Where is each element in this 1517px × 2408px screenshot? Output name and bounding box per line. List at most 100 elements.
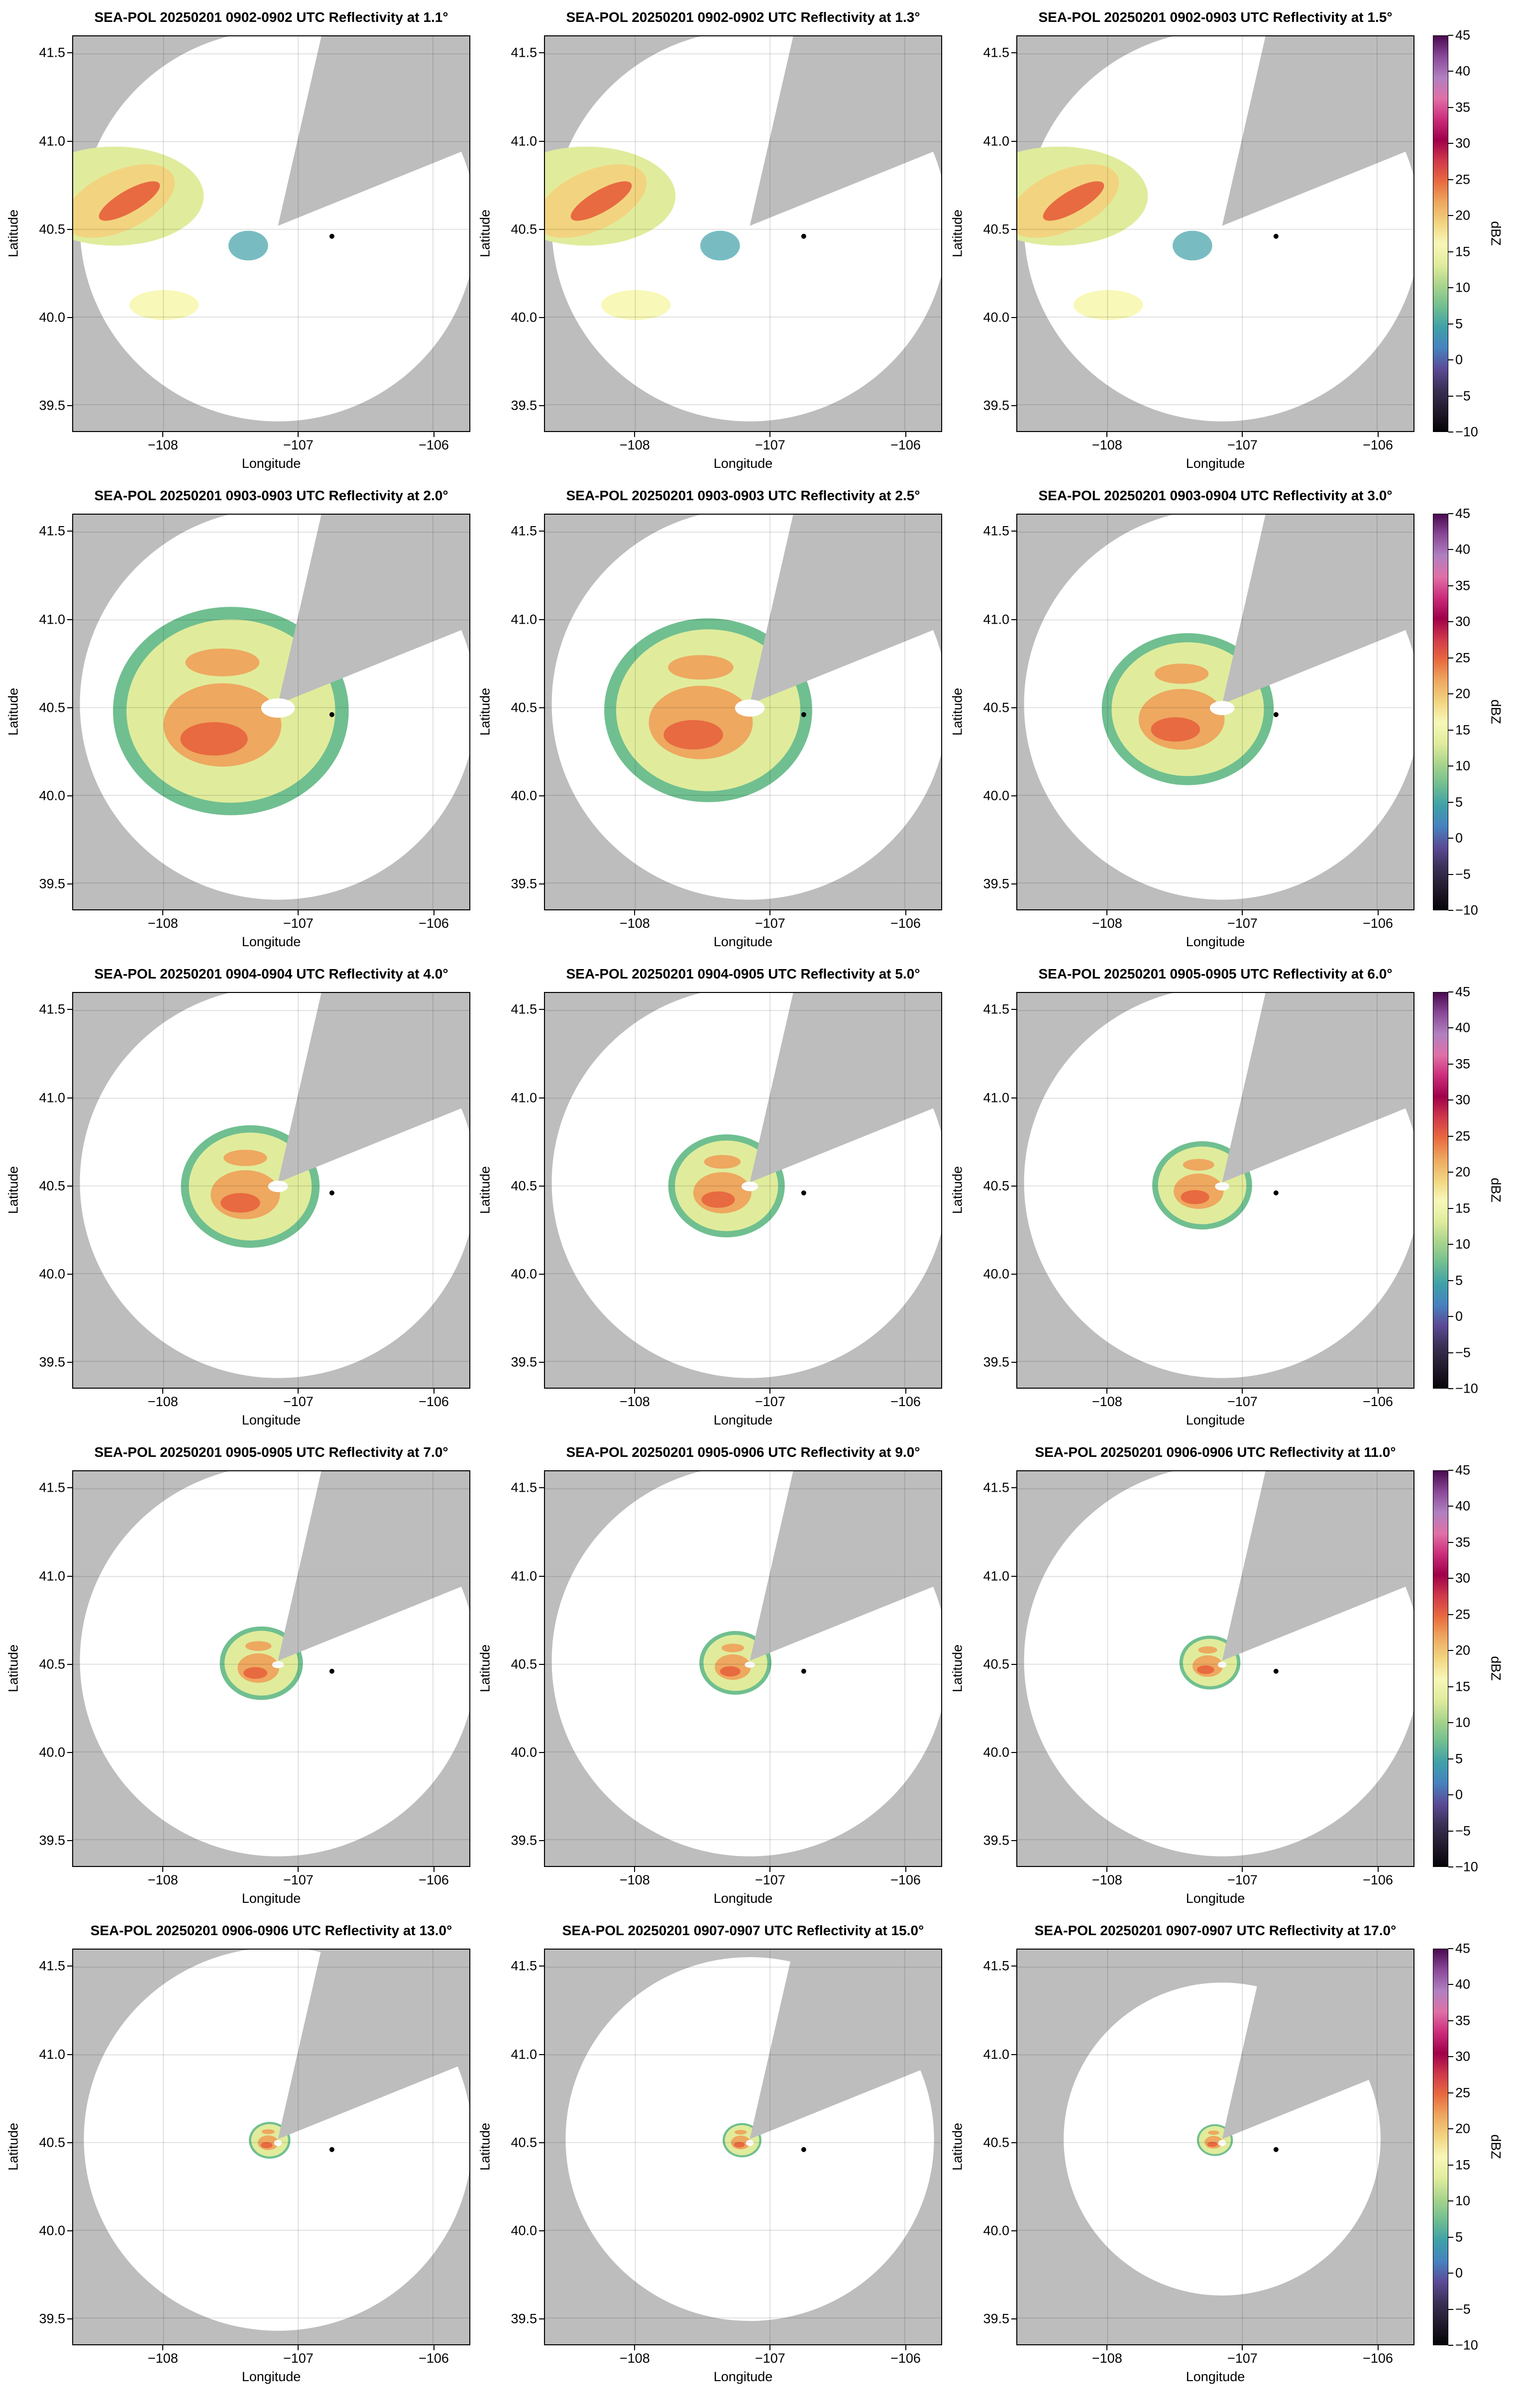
x-tick bbox=[298, 1867, 299, 1872]
colorbar-tick bbox=[1448, 1063, 1453, 1065]
y-tick-label: 40.5 bbox=[511, 1656, 537, 1672]
colorbar-tick bbox=[1448, 1758, 1453, 1759]
x-tick-label: −107 bbox=[283, 2351, 314, 2366]
y-tick-label: 41.5 bbox=[983, 523, 1009, 539]
y-tick-label: 41.0 bbox=[511, 612, 537, 627]
x-tick bbox=[162, 1867, 164, 1872]
y-tick bbox=[67, 531, 72, 532]
echo-core bbox=[1043, 181, 1104, 221]
x-tick bbox=[298, 432, 299, 437]
y-tick-label: 39.5 bbox=[983, 398, 1009, 413]
x-axis-label: Longitude bbox=[713, 1891, 773, 1906]
colorbar-tick bbox=[1448, 2345, 1453, 2346]
x-tick-label: −108 bbox=[147, 1394, 178, 1409]
y-tick bbox=[1011, 795, 1016, 796]
y-axis-label: Latitude bbox=[950, 1166, 965, 1214]
x-tick-label: −108 bbox=[147, 438, 178, 452]
colorbar-tick-label: 40 bbox=[1455, 1020, 1471, 1035]
x-tick bbox=[1377, 2345, 1379, 2350]
clutter-gap bbox=[1218, 2140, 1226, 2146]
colorbar-tick bbox=[1448, 1470, 1453, 1471]
blocked-sector bbox=[1222, 1950, 1413, 2139]
y-tick-label: 39.5 bbox=[983, 2311, 1009, 2326]
y-tick-label: 41.0 bbox=[511, 133, 537, 149]
colorbar-label: dBZ bbox=[1488, 699, 1504, 724]
y-tick bbox=[539, 2054, 544, 2055]
panel-title: SEA-POL 20250201 0905-0905 UTC Reflectiv… bbox=[1038, 966, 1393, 982]
y-tick bbox=[67, 1097, 72, 1098]
colorbar-tick bbox=[1448, 323, 1453, 325]
y-axis-label: Latitude bbox=[5, 2122, 21, 2171]
y-tick-label: 40.5 bbox=[511, 2135, 537, 2150]
x-axis-label: Longitude bbox=[241, 456, 301, 471]
x-axis-label: Longitude bbox=[241, 934, 301, 949]
x-tick-label: −107 bbox=[283, 916, 314, 931]
x-tick-label: −107 bbox=[283, 438, 314, 452]
y-tick-label: 40.0 bbox=[39, 1745, 65, 1760]
y-axis-label: Latitude bbox=[5, 687, 21, 736]
y-tick bbox=[1011, 52, 1016, 54]
echo-core bbox=[185, 649, 260, 676]
colorbar-tick bbox=[1448, 585, 1453, 586]
y-axis-label: Latitude bbox=[950, 209, 965, 258]
x-axis-label: Longitude bbox=[1186, 456, 1245, 471]
y-tick-label: 41.5 bbox=[511, 1001, 537, 1017]
x-tick-label: −106 bbox=[1363, 1394, 1393, 1409]
y-axis-label: Latitude bbox=[5, 209, 21, 258]
colorbar-tick-label: 25 bbox=[1455, 2085, 1471, 2100]
echo-core bbox=[243, 1667, 268, 1679]
plot-area bbox=[544, 1949, 942, 2345]
x-tick bbox=[1242, 432, 1243, 437]
x-tick bbox=[1106, 2345, 1108, 2350]
y-tick bbox=[1011, 1185, 1016, 1187]
y-tick bbox=[539, 405, 544, 406]
colorbar-tick bbox=[1448, 1172, 1453, 1173]
x-axis-label: Longitude bbox=[1186, 1413, 1245, 1427]
clutter-gap bbox=[745, 1661, 755, 1668]
x-tick bbox=[1377, 910, 1379, 915]
clutter-gap bbox=[1209, 701, 1235, 715]
radar-map bbox=[545, 993, 941, 1388]
y-tick-label: 41.5 bbox=[39, 45, 65, 60]
colorbar-tick-label: 30 bbox=[1455, 2049, 1471, 2064]
y-tick bbox=[1011, 1663, 1016, 1665]
colorbar-tick-label: −5 bbox=[1455, 1345, 1471, 1360]
colorbar-tick bbox=[1448, 1541, 1453, 1543]
colorbar-tick-label: 35 bbox=[1455, 1056, 1471, 1072]
colorbar-tick bbox=[1448, 1352, 1453, 1353]
colorbar-tick bbox=[1448, 35, 1453, 36]
colorbar-tick bbox=[1448, 1388, 1453, 1389]
site-marker bbox=[1273, 712, 1279, 717]
radar-map bbox=[545, 1950, 941, 2344]
colorbar-tick bbox=[1448, 432, 1453, 433]
x-tick-label: −107 bbox=[755, 2351, 785, 2366]
x-tick-label: −107 bbox=[755, 1872, 785, 1887]
x-tick bbox=[634, 2345, 636, 2350]
radar-panel: SEA-POL 20250201 0903-0904 UTC Reflectiv… bbox=[950, 488, 1414, 949]
y-tick-label: 40.0 bbox=[511, 310, 537, 325]
blocked-sector bbox=[750, 1471, 941, 1661]
y-tick-label: 41.0 bbox=[511, 1090, 537, 1105]
x-tick-label: −107 bbox=[1227, 916, 1258, 931]
colorbar-tick bbox=[1448, 215, 1453, 217]
colorbar-tick-label: 35 bbox=[1455, 2013, 1471, 2028]
y-tick-label: 41.0 bbox=[39, 133, 65, 149]
colorbar-tick-label: 20 bbox=[1455, 2121, 1471, 2136]
colorbar-tick bbox=[1448, 1207, 1453, 1209]
colorbar-tick-label: 40 bbox=[1455, 1976, 1471, 1992]
colorbar-tick-label: 10 bbox=[1455, 1236, 1471, 1252]
y-tick bbox=[539, 228, 544, 230]
y-tick bbox=[67, 228, 72, 230]
y-tick-label: 41.0 bbox=[983, 1090, 1009, 1105]
y-tick-label: 41.5 bbox=[983, 1001, 1009, 1017]
echo-core bbox=[570, 181, 632, 221]
y-tick-label: 40.0 bbox=[39, 2223, 65, 2238]
site-marker bbox=[329, 1190, 334, 1196]
y-tick bbox=[67, 2142, 72, 2143]
echo-core bbox=[99, 181, 160, 221]
x-tick bbox=[905, 910, 906, 915]
y-tick-label: 40.0 bbox=[983, 1745, 1009, 1760]
colorbar-tick-label: 0 bbox=[1455, 1787, 1463, 1802]
colorbar-tick bbox=[1448, 1135, 1453, 1137]
y-tick bbox=[539, 1840, 544, 1841]
